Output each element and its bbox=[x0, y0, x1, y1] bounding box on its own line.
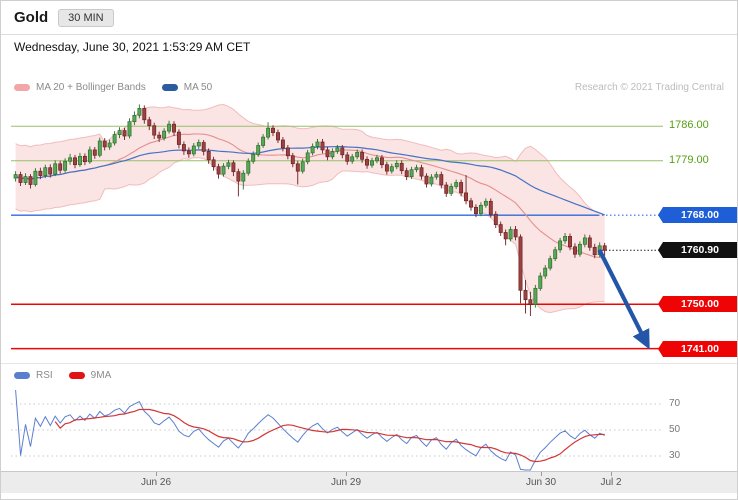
rsi-9ma-label: 9MA bbox=[90, 369, 112, 381]
rsi-9ma-swatch-icon bbox=[68, 371, 85, 379]
resistance-level-label-1786: 1786.00 bbox=[669, 119, 709, 131]
resistance-level-label-1779: 1779.00 bbox=[669, 154, 709, 166]
ma20-bollinger-label: MA 20 + Bollinger Bands bbox=[36, 81, 146, 93]
rsi-scale-70: 70 bbox=[669, 398, 681, 409]
timeframe-badge[interactable]: 30 MIN bbox=[58, 8, 114, 27]
time-axis-label-jun30: Jun 30 bbox=[525, 477, 557, 488]
pivot-price-badge-1768: 1768.00 bbox=[658, 207, 737, 223]
instrument-title: Gold bbox=[14, 9, 49, 26]
support-price-badge-1750: 1750.00 bbox=[658, 296, 737, 312]
ma50-label: MA 50 bbox=[183, 81, 213, 93]
time-axis-label-jul2: Jul 2 bbox=[600, 477, 622, 488]
ma50-swatch-icon bbox=[161, 83, 178, 91]
last-price-badge: 1760.90 bbox=[658, 242, 737, 258]
datetime-bar: Wednesday, June 30, 2021 1:53:29 AM CET bbox=[1, 35, 737, 59]
time-axis: Jun 26 Jun 29 Jun 30 Jul 2 bbox=[1, 471, 737, 493]
rsi-legend: RSI 9MA bbox=[14, 368, 724, 382]
rsi-label: RSI bbox=[36, 369, 53, 381]
rsi-scale-50: 50 bbox=[669, 424, 681, 435]
main-legend: MA 20 + Bollinger Bands MA 50 Research ©… bbox=[14, 80, 724, 94]
time-axis-tick bbox=[156, 472, 157, 476]
panel-divider bbox=[1, 363, 737, 364]
time-axis-tick bbox=[346, 472, 347, 476]
header: Gold 30 MIN bbox=[1, 1, 737, 35]
ma20-bollinger-swatch-icon bbox=[14, 83, 30, 91]
time-axis-label-jun26: Jun 26 bbox=[140, 477, 172, 488]
rsi-scale-30: 30 bbox=[669, 450, 681, 461]
time-axis-tick bbox=[611, 472, 612, 476]
datetime-text: Wednesday, June 30, 2021 1:53:29 AM CET bbox=[14, 40, 251, 54]
time-axis-tick bbox=[541, 472, 542, 476]
rsi-swatch-icon bbox=[14, 371, 30, 379]
support-price-badge-1741: 1741.00 bbox=[658, 341, 737, 357]
price-candlestick-chart bbox=[11, 103, 663, 350]
rsi-indicator-chart bbox=[11, 389, 661, 471]
time-axis-label-jun29: Jun 29 bbox=[330, 477, 362, 488]
research-watermark: Research © 2021 Trading Central bbox=[574, 81, 724, 93]
